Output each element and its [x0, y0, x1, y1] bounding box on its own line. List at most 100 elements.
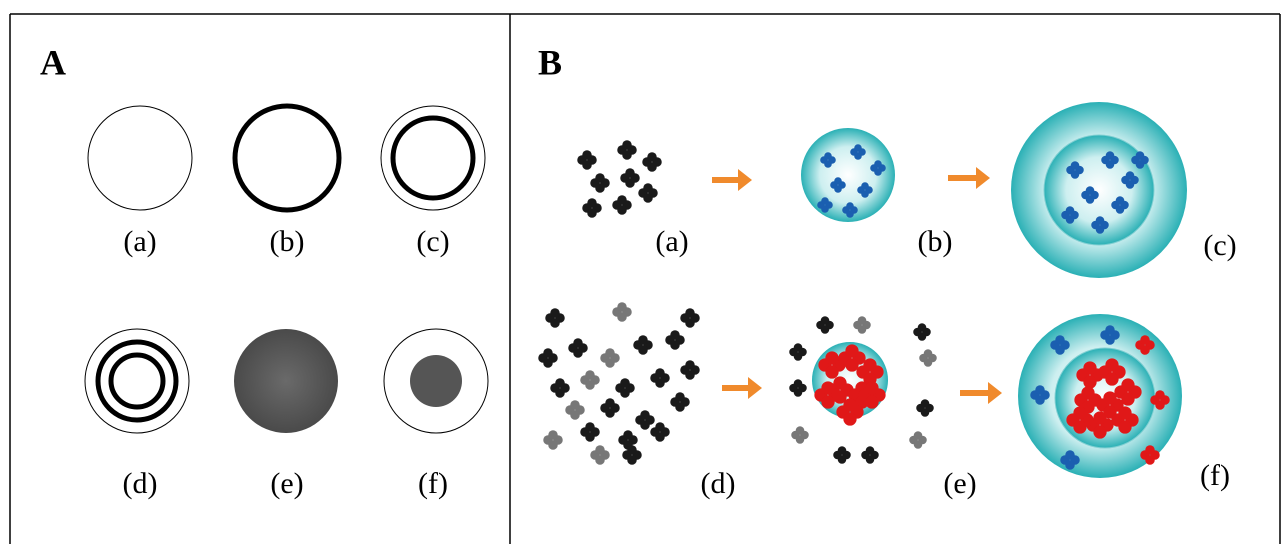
particle — [638, 335, 648, 345]
particle — [874, 168, 882, 176]
particle — [1066, 206, 1075, 215]
particle — [1035, 385, 1045, 395]
particle — [570, 400, 580, 410]
particle — [1096, 225, 1105, 234]
particle — [796, 435, 805, 444]
particle — [1071, 161, 1080, 170]
particle — [1083, 375, 1096, 388]
particle — [585, 422, 595, 432]
particle — [655, 422, 665, 432]
arrow — [722, 377, 762, 399]
particle — [1121, 378, 1134, 391]
particle — [921, 399, 930, 408]
cluster — [861, 446, 879, 464]
particle — [555, 388, 565, 398]
particle — [1126, 171, 1135, 180]
particle — [595, 183, 605, 193]
particle — [617, 312, 627, 322]
particle — [834, 177, 842, 185]
particle — [843, 398, 856, 411]
particle — [914, 440, 923, 449]
particle — [617, 195, 627, 205]
particle — [1081, 386, 1094, 399]
particle — [1105, 358, 1118, 371]
item-label: (a) — [655, 225, 688, 258]
particle — [1065, 460, 1075, 470]
particle — [638, 345, 648, 355]
particle — [924, 349, 933, 358]
particle — [595, 173, 605, 183]
particle — [794, 379, 803, 388]
item-label: (c) — [1203, 229, 1236, 262]
particle — [1155, 390, 1165, 400]
particle — [585, 370, 595, 380]
item-label: (f) — [1200, 459, 1230, 492]
particle — [825, 351, 838, 364]
particle — [685, 308, 695, 318]
particle — [866, 446, 875, 455]
circle-f-core — [410, 355, 462, 407]
particle — [543, 358, 553, 368]
cluster — [833, 446, 851, 464]
particle — [1155, 400, 1165, 410]
particle — [573, 338, 583, 348]
cluster — [620, 168, 640, 188]
particle — [1126, 180, 1135, 189]
panel-label: A — [40, 42, 66, 82]
particle — [675, 402, 685, 412]
particle — [865, 395, 878, 408]
cluster — [670, 392, 690, 412]
particle — [617, 205, 627, 215]
particle — [794, 352, 803, 361]
cluster — [565, 400, 585, 420]
item-label: (a) — [123, 225, 156, 258]
item-label: (e) — [270, 467, 303, 500]
circle-b — [235, 106, 339, 210]
particle — [1136, 151, 1145, 160]
cluster — [543, 430, 563, 450]
particle — [548, 440, 558, 450]
particle — [865, 381, 878, 394]
particle — [794, 388, 803, 397]
cluster — [816, 316, 834, 334]
circle-d-outer — [85, 329, 189, 433]
cluster — [545, 308, 565, 328]
particle — [821, 395, 834, 408]
cluster — [916, 399, 934, 417]
cluster — [680, 308, 700, 328]
particle — [640, 410, 650, 420]
particle — [1136, 160, 1145, 169]
cluster — [789, 379, 807, 397]
particle — [605, 358, 615, 368]
particle — [821, 381, 834, 394]
cluster — [538, 348, 558, 368]
particle — [655, 378, 665, 388]
cluster — [580, 370, 600, 390]
particle — [796, 426, 805, 435]
particle — [605, 408, 615, 418]
cluster — [638, 183, 658, 203]
cluster — [600, 348, 620, 368]
cluster — [791, 426, 809, 444]
item-label: (c) — [416, 225, 449, 258]
particle — [573, 348, 583, 358]
particle — [845, 344, 858, 357]
particle — [1035, 395, 1045, 405]
particle — [685, 360, 695, 370]
particle — [834, 185, 842, 193]
particle — [620, 378, 630, 388]
particle — [622, 150, 632, 160]
cluster — [913, 323, 931, 341]
cluster — [635, 410, 655, 430]
cluster — [590, 173, 610, 193]
particle — [585, 380, 595, 390]
particle — [623, 430, 633, 440]
particle — [833, 376, 846, 389]
circle-c-outer — [381, 106, 485, 210]
cluster — [617, 140, 637, 160]
particle — [548, 430, 558, 440]
particle — [1118, 406, 1131, 419]
cluster — [600, 398, 620, 418]
particle — [1106, 160, 1115, 169]
particle — [1096, 216, 1105, 225]
